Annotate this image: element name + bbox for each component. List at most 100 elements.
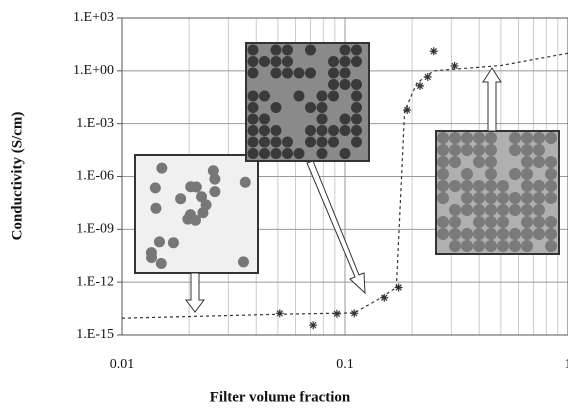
trend-line — [121, 52, 568, 319]
particle — [521, 192, 533, 204]
point — [403, 105, 412, 114]
particle — [259, 90, 270, 102]
particle — [167, 237, 179, 249]
particle — [521, 204, 533, 216]
particle — [259, 136, 270, 148]
particle — [270, 136, 282, 148]
particle — [351, 56, 362, 67]
particle — [305, 136, 316, 148]
particle — [485, 216, 497, 228]
particle — [153, 236, 165, 248]
particle — [533, 156, 545, 168]
particle — [437, 156, 449, 168]
point — [275, 309, 284, 318]
arrow — [306, 160, 366, 295]
particle — [328, 67, 339, 79]
particle — [485, 180, 497, 192]
particle — [485, 228, 497, 240]
y-tick-label: 1.E-06 — [76, 169, 114, 184]
particle — [509, 240, 521, 252]
particle — [149, 182, 161, 194]
particle — [437, 180, 449, 192]
particle — [351, 102, 362, 113]
particle — [473, 192, 485, 204]
particle — [247, 148, 259, 159]
particle — [461, 228, 473, 240]
particle — [316, 102, 328, 113]
y-tick-label: 1.E-15 — [76, 327, 114, 342]
particle — [316, 90, 328, 102]
particle — [485, 156, 497, 168]
particle — [247, 113, 259, 125]
particle — [259, 113, 270, 125]
particle — [209, 173, 221, 185]
particle — [449, 180, 461, 192]
particle — [207, 165, 219, 177]
particle — [545, 180, 557, 192]
particle — [282, 67, 293, 79]
point — [416, 81, 425, 90]
particle — [533, 216, 545, 228]
particle — [437, 192, 449, 204]
particle — [449, 216, 461, 228]
particle — [175, 193, 187, 205]
particle — [351, 113, 362, 125]
data — [121, 47, 568, 330]
particle — [182, 213, 194, 225]
particle — [150, 202, 162, 214]
particle — [293, 148, 305, 159]
point — [429, 47, 438, 56]
arrow — [185, 272, 205, 313]
particle — [473, 228, 485, 240]
particle — [259, 56, 270, 67]
particle — [521, 240, 533, 252]
particle — [282, 44, 293, 56]
particle — [485, 240, 497, 252]
particle — [497, 180, 509, 192]
y-tick-label: 1.E-12 — [76, 274, 114, 289]
particle — [473, 144, 485, 156]
particle — [533, 192, 545, 204]
particle — [449, 228, 461, 240]
particle — [328, 136, 339, 148]
particle — [247, 90, 259, 102]
particle — [533, 228, 545, 240]
particle — [545, 168, 557, 180]
particle — [282, 56, 293, 67]
particle — [339, 79, 351, 90]
point — [423, 72, 432, 81]
particle — [521, 180, 533, 192]
y-tick-label: 1.E+00 — [73, 63, 114, 78]
particle — [270, 67, 282, 79]
particle — [545, 216, 557, 228]
particle — [485, 144, 497, 156]
particle — [237, 256, 249, 268]
particle — [437, 168, 449, 180]
particle — [437, 228, 449, 240]
particle — [351, 125, 362, 136]
particle — [473, 156, 485, 168]
particle — [155, 258, 167, 270]
particle — [497, 240, 509, 252]
particle — [305, 102, 316, 113]
particle — [305, 125, 316, 136]
particle — [545, 240, 557, 252]
particle — [339, 113, 351, 125]
particle — [270, 148, 282, 159]
particle — [473, 240, 485, 252]
plot-frame — [121, 17, 568, 336]
particle — [473, 216, 485, 228]
particle — [339, 148, 351, 159]
particle — [316, 148, 328, 159]
particle — [328, 56, 339, 67]
point — [350, 309, 359, 318]
particle — [509, 132, 521, 144]
particle — [509, 228, 521, 240]
particle — [509, 192, 521, 204]
particle — [328, 125, 339, 136]
point — [332, 309, 341, 318]
particle — [259, 125, 270, 136]
y-tick-label: 1.E+03 — [73, 10, 114, 25]
particle — [247, 67, 259, 79]
